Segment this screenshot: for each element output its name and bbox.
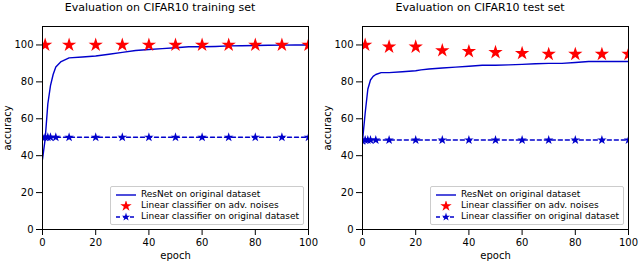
svg-text:40: 40 <box>143 237 156 248</box>
svg-text:0: 0 <box>359 237 365 248</box>
svg-text:80: 80 <box>341 76 354 87</box>
html-text:Evaluation on CIFAR10 training: Evaluation on CIFAR10 training set <box>64 1 256 14</box>
svg-text:60: 60 <box>516 237 529 248</box>
html-text:Linear classifier on adv. nois: Linear classifier on adv. noises <box>141 200 279 210</box>
svg-text:100: 100 <box>619 237 638 248</box>
svg-text:100: 100 <box>14 39 33 50</box>
svg-text:40: 40 <box>463 237 476 248</box>
svg-text:epoch: epoch <box>160 250 190 261</box>
html-text:ResNet on original dataset: ResNet on original dataset <box>461 189 581 199</box>
svg-text:80: 80 <box>569 237 582 248</box>
svg-text:100: 100 <box>334 39 353 50</box>
svg-text:40: 40 <box>341 150 354 161</box>
svg-text:40: 40 <box>21 150 34 161</box>
svg-text:60: 60 <box>341 113 354 124</box>
svg-text:accuracy: accuracy <box>2 105 13 150</box>
svg-text:100: 100 <box>299 237 318 248</box>
html-text:Linear classifier on original: Linear classifier on original dataset <box>141 211 299 221</box>
svg-text:0: 0 <box>39 237 45 248</box>
svg-text:20: 20 <box>409 237 422 248</box>
svg-text:0: 0 <box>27 224 33 235</box>
svg-text:epoch: epoch <box>480 250 510 261</box>
svg-text:80: 80 <box>21 76 34 87</box>
html-text:ResNet on original dataset: ResNet on original dataset <box>141 189 261 199</box>
svg-text:60: 60 <box>21 113 34 124</box>
svg-text:0: 0 <box>347 224 353 235</box>
html-text:Evaluation on CIFAR10 test set: Evaluation on CIFAR10 test set <box>395 1 565 14</box>
svg-text:20: 20 <box>21 187 34 198</box>
svg-text:80: 80 <box>249 237 262 248</box>
svg-text:20: 20 <box>89 237 102 248</box>
svg-text:accuracy: accuracy <box>322 105 333 150</box>
html-text:Linear classifier on adv. nois: Linear classifier on adv. noises <box>461 200 599 210</box>
svg-text:60: 60 <box>196 237 209 248</box>
html-text:Linear classifier on original: Linear classifier on original dataset <box>461 211 619 221</box>
svg-text:20: 20 <box>341 187 354 198</box>
